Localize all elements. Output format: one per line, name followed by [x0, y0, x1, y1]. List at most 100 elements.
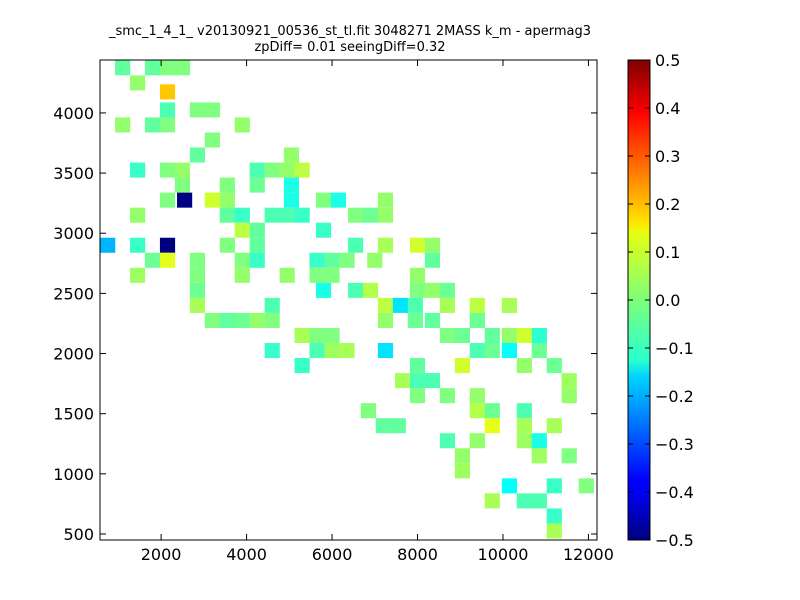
heatmap-cell — [424, 373, 441, 389]
heatmap-cell — [249, 312, 265, 328]
heatmap-cell — [377, 297, 394, 313]
heatmap-cell — [339, 343, 355, 359]
heatmap-cell — [375, 418, 391, 434]
heatmap-cell — [159, 237, 176, 253]
heatmap-cell — [516, 403, 532, 419]
heatmap-cell — [309, 327, 325, 344]
heatmap-cell — [249, 237, 265, 253]
heatmap-cell — [219, 237, 235, 253]
colorbar-axis: 0.5 0.4 0.3 0.2 0.1 0.0 −0.1 −0.2 −0.3 −0.4 −0.5 — [628, 51, 694, 550]
heatmap-cells — [100, 60, 594, 539]
x-tick-label: 6000 — [312, 545, 353, 564]
heatmap-cell — [377, 207, 394, 223]
heatmap-cell — [204, 102, 220, 118]
heatmap-cell — [531, 343, 547, 359]
heatmap-cell — [392, 297, 409, 313]
heatmap-cell — [294, 207, 310, 223]
colorbar-tick-label: 0.4 — [655, 99, 680, 118]
heatmap-cell — [409, 282, 426, 298]
colorbar-tick-label: −0.3 — [655, 435, 694, 454]
colorbar-tick-label: −0.5 — [655, 531, 694, 550]
heatmap-cell — [234, 117, 250, 133]
heatmap-cell — [377, 237, 394, 253]
heatmap-cell — [219, 312, 235, 328]
heatmap-cell — [394, 373, 411, 389]
heatmap-cell — [439, 297, 456, 313]
heatmap-cell — [561, 448, 577, 464]
chart-subtitle: zpDiff= 0.01 seeingDiff=0.32 — [254, 40, 446, 55]
colorbar-tick-label: −0.1 — [655, 339, 694, 358]
heatmap-cell — [144, 60, 161, 76]
heatmap-cell — [264, 207, 280, 223]
y-tick-label: 2000 — [53, 345, 94, 364]
heatmap-cell — [516, 433, 532, 449]
heatmap-cell — [189, 282, 206, 298]
heatmap-cell — [546, 418, 562, 434]
chart-title: _smc_1_4_1_ v20130921_00536_st_tl.fit 30… — [108, 24, 592, 39]
heatmap-cell — [130, 207, 146, 223]
heatmap-cell — [189, 267, 206, 283]
heatmap-cell — [546, 508, 562, 524]
heatmap-cell — [469, 297, 485, 313]
heatmap-cell — [324, 252, 340, 268]
heatmap-cell — [324, 343, 340, 359]
heatmap-cell — [484, 418, 500, 434]
colorbar — [628, 60, 650, 540]
heatmap-cell — [501, 327, 517, 344]
heatmap-cell — [546, 523, 562, 539]
y-tick-label: 4000 — [53, 104, 94, 123]
heatmap-cell — [219, 207, 235, 223]
heatmap-cell — [454, 358, 470, 374]
heatmap-cell — [315, 282, 332, 298]
y-tick-label: 3500 — [53, 164, 94, 183]
heatmap-cell — [309, 267, 325, 283]
heatmap-cell — [407, 297, 423, 313]
heatmap-cell — [234, 267, 250, 283]
x-axis: 2000 4000 6000 8000 10000 12000 — [141, 60, 614, 564]
heatmap-cell — [484, 327, 500, 344]
heatmap-cell — [234, 312, 250, 328]
heatmap-cell — [159, 117, 176, 133]
heatmap-cell — [100, 237, 116, 253]
heatmap-cell — [424, 237, 441, 253]
heatmap-cell — [516, 493, 532, 509]
y-tick-label: 2500 — [53, 284, 94, 303]
heatmap-cell — [484, 493, 500, 509]
heatmap-cell — [409, 267, 426, 283]
heatmap-cell — [174, 177, 191, 193]
x-tick-label: 10000 — [478, 545, 529, 564]
heatmap-cell — [469, 312, 485, 328]
heatmap-cell — [531, 448, 547, 464]
heatmap-cell — [484, 343, 500, 359]
heatmap-cell — [469, 403, 485, 419]
heatmap-cell — [469, 343, 485, 359]
heatmap-cell — [294, 358, 310, 374]
heatmap-cell — [484, 403, 500, 419]
heatmap-cell — [531, 433, 547, 449]
heatmap-cell — [115, 117, 131, 133]
y-tick-label: 1000 — [53, 465, 94, 484]
heatmap-cell — [409, 358, 426, 374]
heatmap-cell — [249, 162, 265, 178]
heatmap-cell — [501, 297, 517, 313]
heatmap-cell — [424, 252, 441, 268]
heatmap-cell — [362, 207, 379, 223]
heatmap-cell — [439, 327, 456, 344]
heatmap-cell — [279, 207, 295, 223]
heatmap-cell — [283, 192, 300, 208]
heatmap-cell — [283, 147, 300, 163]
heatmap-cell — [234, 252, 250, 268]
y-tick-label: 3000 — [53, 224, 94, 243]
heatmap-cell — [159, 252, 176, 268]
colorbar-tick-label: 0.3 — [655, 147, 680, 166]
heatmap-cell — [424, 312, 441, 328]
heatmap-cell — [294, 162, 310, 178]
heatmap-cell — [390, 418, 406, 434]
heatmap-cell — [279, 267, 295, 283]
heatmap-cell — [516, 327, 532, 344]
heatmap-cell — [516, 418, 532, 434]
heatmap-cell — [189, 252, 206, 268]
heatmap-cell — [189, 147, 206, 163]
heatmap-cell — [501, 478, 517, 494]
colorbar-tick-label: 0.5 — [655, 51, 680, 70]
